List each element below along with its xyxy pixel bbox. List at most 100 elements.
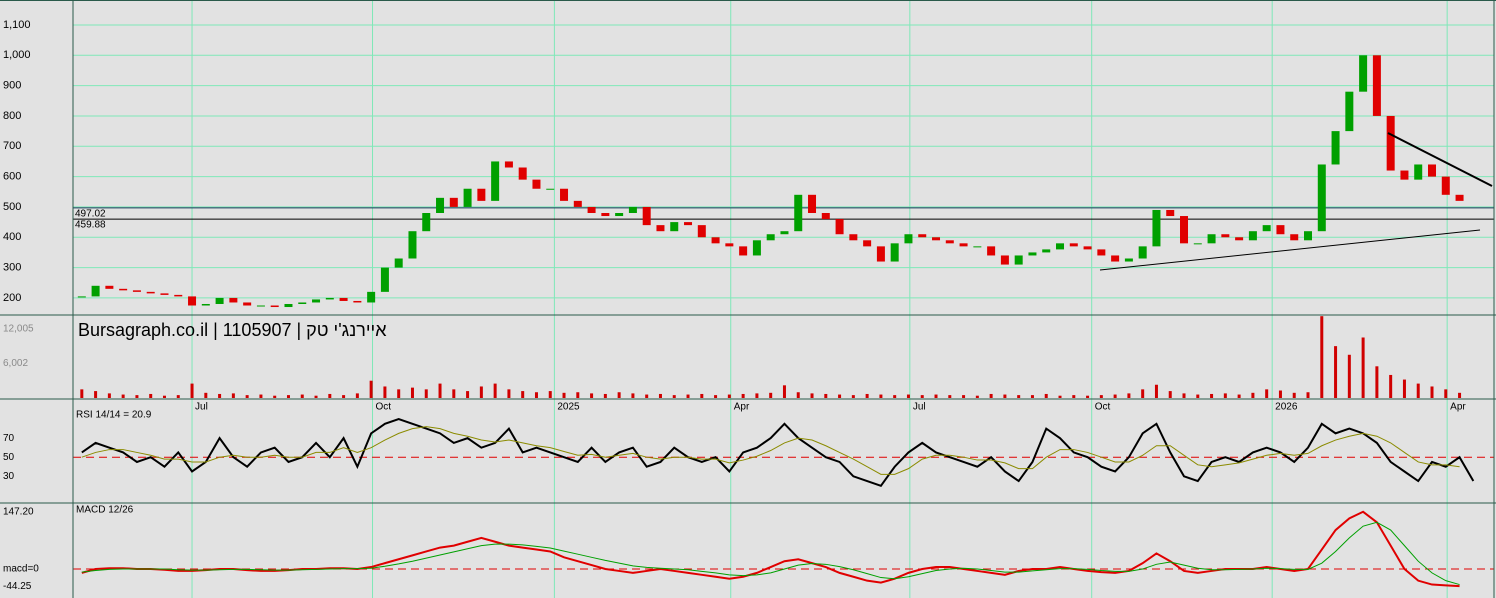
- candle: [188, 296, 197, 306]
- macd-title: MACD 12/26: [76, 505, 134, 516]
- candle: [711, 237, 720, 244]
- volume-bar: [906, 394, 910, 398]
- candle: [752, 240, 761, 256]
- volume-bar: [466, 391, 470, 398]
- volume-bar: [80, 389, 84, 398]
- volume-bar: [1458, 392, 1462, 398]
- level-label: 497.02: [75, 208, 106, 219]
- volume-bar: [548, 391, 552, 398]
- candle: [298, 302, 307, 304]
- candle: [1386, 115, 1395, 171]
- candle: [725, 243, 734, 247]
- candle: [890, 243, 899, 262]
- candle: [670, 222, 679, 232]
- volume-bar: [121, 394, 125, 398]
- volume-bar: [948, 395, 952, 398]
- candle: [945, 240, 954, 244]
- y-tick-label: 6,002: [3, 358, 28, 369]
- indicator-line: [81, 510, 1460, 588]
- candle: [463, 188, 472, 207]
- volume-bar: [245, 395, 249, 398]
- candle: [987, 246, 996, 256]
- volume-bar: [989, 393, 993, 398]
- volume-bar: [1430, 386, 1434, 398]
- volume-bar: [438, 383, 442, 398]
- volume-bar: [507, 389, 511, 398]
- volume-bar: [1127, 393, 1131, 398]
- volume-bar: [479, 386, 483, 398]
- candle: [1180, 216, 1189, 244]
- volume-bar: [218, 393, 222, 398]
- candle: [160, 293, 169, 295]
- volume-bar: [231, 393, 235, 398]
- y-tick-label: 400: [3, 231, 21, 243]
- volume-bar: [1072, 395, 1076, 398]
- x-tick-label: Jul: [913, 402, 926, 413]
- candle: [780, 231, 789, 235]
- volume-bar: [1402, 379, 1406, 398]
- volume-bar: [1168, 391, 1172, 398]
- y-tick-label: 30: [3, 471, 15, 482]
- candle: [808, 194, 817, 214]
- volume-bar: [1444, 389, 1448, 398]
- candle: [1248, 231, 1257, 241]
- y-tick-label: 12,005: [3, 323, 34, 334]
- volume-bar: [424, 389, 428, 398]
- volume-bar: [1278, 390, 1282, 398]
- candle: [684, 222, 693, 226]
- candle: [1083, 246, 1092, 250]
- candle: [1400, 170, 1409, 180]
- candle: [449, 197, 458, 207]
- candle: [932, 237, 941, 241]
- candle: [215, 297, 224, 304]
- candle: [1276, 225, 1285, 235]
- volume-bar: [452, 389, 456, 398]
- x-tick-label: Apr: [1450, 402, 1466, 413]
- y-tick-label: 300: [3, 262, 21, 274]
- volume-bar: [1113, 394, 1117, 398]
- volume-bar: [1292, 392, 1296, 398]
- candle: [821, 213, 830, 220]
- volume-bar: [1058, 395, 1062, 398]
- candle: [601, 213, 610, 217]
- x-tick-label: 2026: [1275, 402, 1298, 413]
- volume-bar: [975, 395, 979, 398]
- volume-bar: [1347, 354, 1351, 398]
- candle: [849, 234, 858, 241]
- candle: [367, 291, 376, 303]
- candle: [91, 285, 100, 297]
- candle: [1193, 243, 1202, 245]
- indicator-line: [81, 418, 1475, 487]
- candle: [1441, 176, 1450, 195]
- candle: [1069, 243, 1078, 247]
- volume-bar: [1361, 337, 1365, 398]
- candle: [546, 188, 555, 190]
- candle: [532, 179, 541, 189]
- y-tick-label: 1,100: [3, 19, 31, 31]
- volume-bar: [286, 395, 290, 398]
- volume-bar: [1306, 392, 1310, 398]
- candle: [739, 246, 748, 256]
- volume-bar: [355, 393, 359, 398]
- x-tick-label: Oct: [1095, 402, 1111, 413]
- candle: [1359, 55, 1368, 92]
- y-tick-label: 147.20: [3, 506, 34, 517]
- volume-bar: [796, 392, 800, 398]
- volume-bar: [135, 395, 139, 398]
- candle: [1455, 194, 1464, 201]
- volume-bar: [534, 392, 538, 398]
- candle: [560, 188, 569, 201]
- chart-title: Bursagraph.co.il | 1105907 | איירנג'י טק: [78, 320, 387, 340]
- candle: [794, 194, 803, 232]
- candle: [284, 303, 293, 308]
- volume-bar: [769, 392, 773, 398]
- volume-bar: [300, 394, 304, 398]
- volume-bar: [755, 393, 759, 398]
- candle: [518, 167, 527, 180]
- trend-line: [1387, 132, 1493, 187]
- volume-bar: [590, 393, 594, 398]
- candle: [1138, 246, 1147, 259]
- volume-bar: [328, 393, 332, 398]
